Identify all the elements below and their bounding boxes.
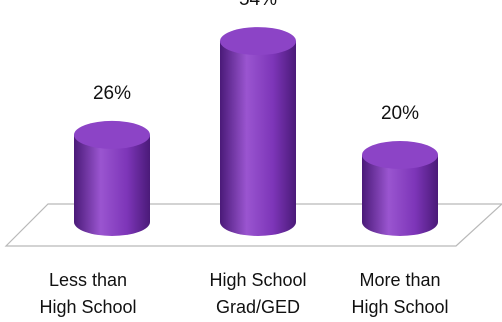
bar-body	[74, 134, 150, 236]
bar-top	[74, 120, 150, 149]
value-label: 54%	[239, 0, 277, 10]
value-labels: 26% 54% 20%	[93, 0, 419, 124]
category-label: Less than High School	[39, 270, 136, 317]
value-label: 26%	[93, 83, 131, 104]
bar-body	[220, 41, 296, 236]
bar	[220, 27, 296, 236]
bar	[74, 120, 150, 236]
bar-series	[74, 27, 438, 236]
bar	[362, 141, 438, 236]
bar-top	[220, 27, 296, 56]
bar-body	[362, 155, 438, 236]
category-label: High School Grad/GED	[209, 270, 306, 317]
category-labels: Less than High School High School Grad/GED M…	[39, 270, 448, 317]
value-label: 20%	[381, 103, 419, 124]
bar-top	[362, 141, 438, 169]
category-label: More than High School	[351, 270, 448, 317]
